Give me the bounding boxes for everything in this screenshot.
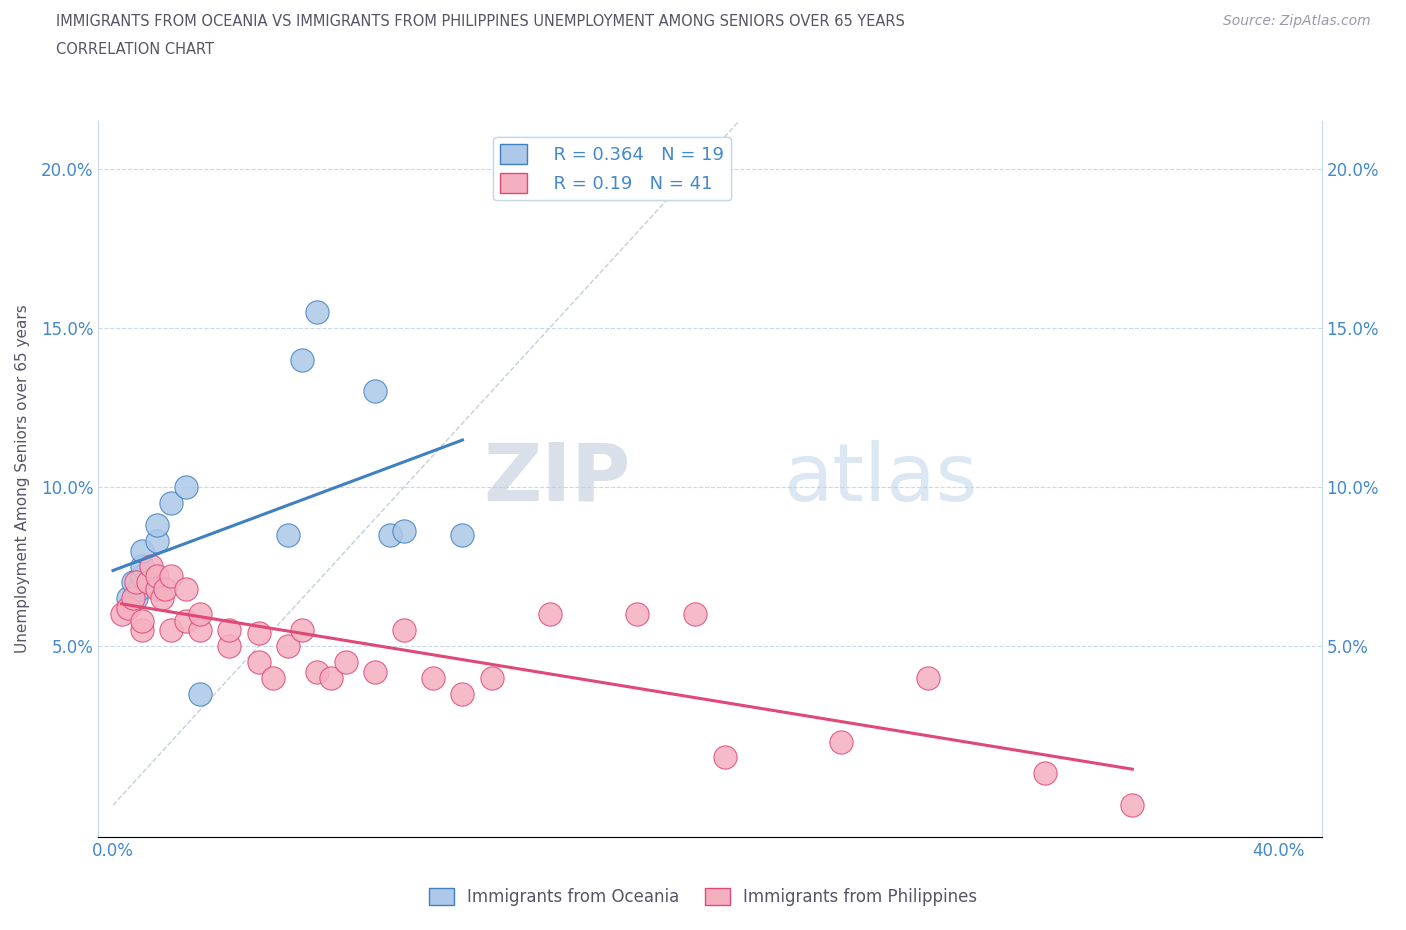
Point	[364, 664, 387, 679]
Point	[131, 543, 153, 558]
Legend:   R = 0.364   N = 19,   R = 0.19   N = 41: R = 0.364 N = 19, R = 0.19 N = 41	[494, 137, 731, 200]
Point	[145, 534, 167, 549]
Point	[111, 606, 134, 621]
Point	[394, 524, 416, 538]
Point	[160, 568, 183, 583]
Point	[538, 606, 561, 621]
Point	[125, 575, 148, 590]
Text: CORRELATION CHART: CORRELATION CHART	[56, 42, 214, 57]
Text: IMMIGRANTS FROM OCEANIA VS IMMIGRANTS FROM PHILIPPINES UNEMPLOYMENT AMONG SENIOR: IMMIGRANTS FROM OCEANIA VS IMMIGRANTS FR…	[56, 14, 905, 29]
Point	[160, 623, 183, 638]
Point	[451, 527, 474, 542]
Point	[917, 671, 939, 685]
Point	[247, 626, 270, 641]
Point	[830, 734, 852, 749]
Point	[155, 581, 177, 596]
Point	[262, 671, 284, 685]
Legend: Immigrants from Oceania, Immigrants from Philippines: Immigrants from Oceania, Immigrants from…	[422, 881, 984, 912]
Point	[125, 591, 148, 605]
Point	[218, 639, 240, 654]
Point	[481, 671, 503, 685]
Point	[174, 480, 197, 495]
Point	[335, 655, 357, 670]
Point	[174, 581, 197, 596]
Point	[291, 623, 314, 638]
Y-axis label: Unemployment Among Seniors over 65 years: Unemployment Among Seniors over 65 years	[15, 305, 30, 653]
Point	[117, 591, 139, 605]
Point	[277, 639, 299, 654]
Point	[1033, 766, 1056, 781]
Point	[131, 568, 153, 583]
Point	[685, 606, 707, 621]
Point	[321, 671, 343, 685]
Point	[131, 559, 153, 574]
Point	[451, 686, 474, 701]
Point	[136, 575, 159, 590]
Point	[131, 623, 153, 638]
Point	[188, 606, 212, 621]
Point	[1121, 798, 1143, 813]
Point	[188, 623, 212, 638]
Point	[128, 581, 150, 596]
Text: ZIP: ZIP	[484, 440, 630, 518]
Point	[305, 664, 328, 679]
Text: Source: ZipAtlas.com: Source: ZipAtlas.com	[1223, 14, 1371, 28]
Point	[160, 496, 183, 511]
Point	[305, 304, 328, 319]
Point	[247, 655, 270, 670]
Point	[378, 527, 401, 542]
Point	[713, 750, 735, 764]
Point	[394, 623, 416, 638]
Point	[145, 568, 167, 583]
Point	[422, 671, 444, 685]
Point	[291, 352, 314, 367]
Point	[174, 613, 197, 628]
Point	[122, 575, 145, 590]
Point	[188, 686, 212, 701]
Point	[152, 591, 174, 605]
Point	[131, 613, 153, 628]
Point	[145, 518, 167, 533]
Point	[117, 601, 139, 616]
Point	[277, 527, 299, 542]
Point	[139, 559, 162, 574]
Text: atlas: atlas	[783, 440, 977, 518]
Point	[626, 606, 648, 621]
Point	[145, 581, 167, 596]
Point	[122, 591, 145, 605]
Point	[218, 623, 240, 638]
Point	[364, 384, 387, 399]
